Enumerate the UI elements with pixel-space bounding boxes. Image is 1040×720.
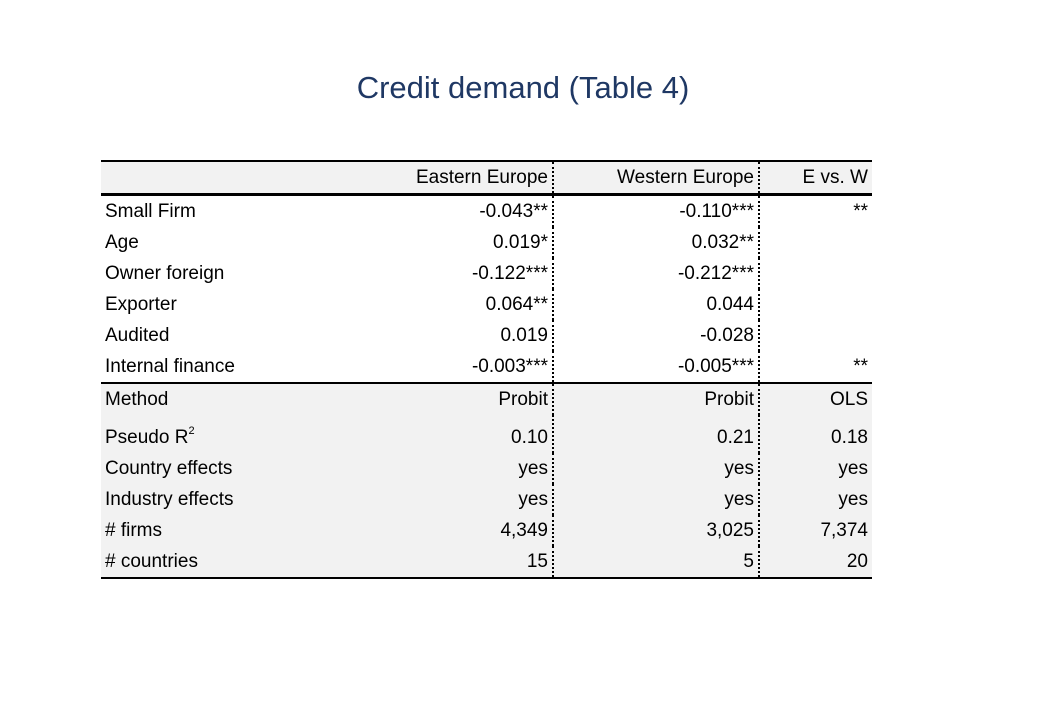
cell-eastern: -0.003*** (347, 351, 554, 384)
table-row: Age 0.019* 0.032** (101, 227, 872, 258)
row-label: Audited (101, 320, 347, 351)
cell-eastern: -0.043** (347, 194, 554, 227)
cell-eastern: Probit (347, 383, 554, 415)
cell-eastern: 0.019 (347, 320, 554, 351)
table-row: Owner foreign -0.122*** -0.212*** (101, 258, 872, 289)
cell-western: 3,025 (553, 515, 760, 546)
cell-eastern: 4,349 (347, 515, 554, 546)
header-label-cell (101, 160, 347, 196)
cell-difference (759, 289, 872, 320)
cell-difference: yes (759, 453, 872, 484)
pseudo-r-label: Pseudo R (105, 426, 189, 448)
table-row-method: Method Probit Probit OLS (101, 383, 872, 415)
cell-difference (759, 258, 872, 289)
cell-western: 0.032** (553, 227, 760, 258)
cell-eastern: yes (347, 453, 554, 484)
cell-difference: 7,374 (759, 515, 872, 546)
row-label: # firms (101, 515, 347, 546)
header-western-europe: Western Europe (553, 160, 760, 196)
cell-difference: ** (759, 351, 872, 384)
cell-eastern: 0.10 (347, 415, 554, 453)
cell-difference (759, 227, 872, 258)
row-label: Exporter (101, 289, 347, 320)
table-row-firms: # firms 4,349 3,025 7,374 (101, 515, 872, 546)
squared-superscript: 2 (188, 424, 195, 437)
row-label: Owner foreign (101, 258, 347, 289)
cell-western: -0.110*** (553, 194, 760, 227)
cell-eastern: 15 (347, 546, 554, 579)
cell-difference (759, 320, 872, 351)
cell-western: yes (553, 453, 760, 484)
row-label: Method (101, 383, 347, 415)
row-label: Age (101, 227, 347, 258)
cell-difference: OLS (759, 383, 872, 415)
cell-western: -0.028 (553, 320, 760, 351)
cell-difference: 0.18 (759, 415, 872, 453)
table-row: Audited 0.019 -0.028 (101, 320, 872, 351)
cell-western: Probit (553, 383, 760, 415)
row-label: # countries (101, 546, 347, 579)
header-eastern-europe: Eastern Europe (347, 160, 554, 196)
cell-difference: ** (759, 194, 872, 227)
row-label: Pseudo R2 (101, 415, 347, 453)
cell-eastern: 0.019* (347, 227, 554, 258)
cell-western: -0.212*** (553, 258, 760, 289)
cell-western: 0.044 (553, 289, 760, 320)
cell-western: 5 (553, 546, 760, 579)
cell-western: -0.005*** (553, 351, 760, 384)
table-header-row: Eastern Europe Western Europe E vs. W (101, 160, 872, 196)
table-row: Exporter 0.064** 0.044 (101, 289, 872, 320)
table-row: Small Firm -0.043** -0.110*** ** (101, 194, 872, 227)
cell-eastern: yes (347, 484, 554, 515)
cell-difference: yes (759, 484, 872, 515)
cell-eastern: -0.122*** (347, 258, 554, 289)
table-row: Internal finance -0.003*** -0.005*** ** (101, 351, 872, 384)
row-label: Industry effects (101, 484, 347, 515)
regression-table: Eastern Europe Western Europe E vs. W Sm… (101, 160, 872, 579)
cell-difference: 20 (759, 546, 872, 579)
table-row-countries: # countries 15 5 20 (101, 546, 872, 579)
table-row-country-effects: Country effects yes yes yes (101, 453, 872, 484)
slide-title: Credit demand (Table 4) (356, 70, 690, 105)
header-e-vs-w: E vs. W (759, 160, 872, 196)
cell-western: 0.21 (553, 415, 760, 453)
row-label: Country effects (101, 453, 347, 484)
table-row-pseudo-r2: Pseudo R2 0.10 0.21 0.18 (101, 415, 872, 453)
cell-western: yes (553, 484, 760, 515)
row-label: Small Firm (101, 194, 347, 227)
cell-eastern: 0.064** (347, 289, 554, 320)
table-row-industry-effects: Industry effects yes yes yes (101, 484, 872, 515)
row-label: Internal finance (101, 351, 347, 384)
